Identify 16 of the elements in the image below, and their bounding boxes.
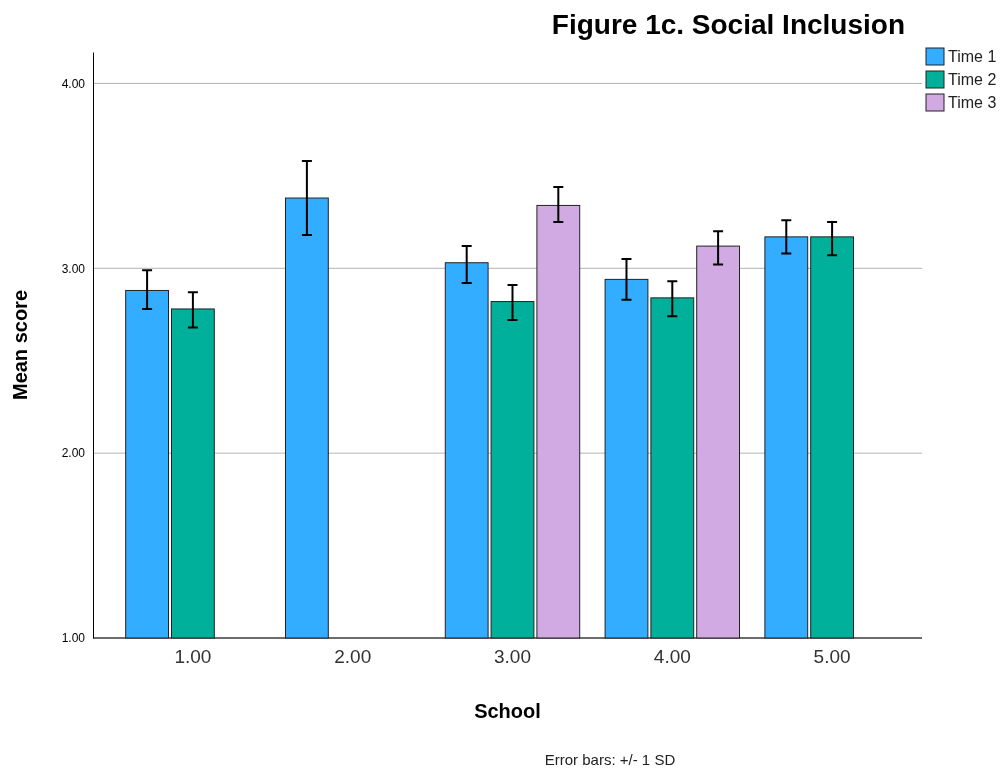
- legend-label: Time 1: [948, 48, 997, 65]
- legend-label: Time 3: [948, 94, 997, 111]
- y-tick-label: 1.00: [61, 631, 86, 646]
- x-tick-label: 5.00: [813, 646, 851, 668]
- y-axis-title: Mean score: [9, 289, 31, 401]
- x-tick-label: 2.00: [334, 646, 372, 668]
- legend-label: Time 2: [948, 71, 997, 88]
- y-tick-label: 4.00: [61, 76, 86, 91]
- y-tick-label: 3.00: [61, 261, 86, 276]
- x-tick-label: 1.00: [174, 646, 212, 668]
- chart-title: Figure 1c. Social Inclusion: [551, 9, 905, 40]
- y-tick-label: 2.00: [61, 446, 86, 461]
- x-tick-label: 3.00: [494, 646, 531, 668]
- text: Error bars: +/- 1 SD: [544, 751, 676, 768]
- x-axis-title: School: [474, 700, 541, 722]
- x-tick-label: 4.00: [653, 646, 691, 668]
